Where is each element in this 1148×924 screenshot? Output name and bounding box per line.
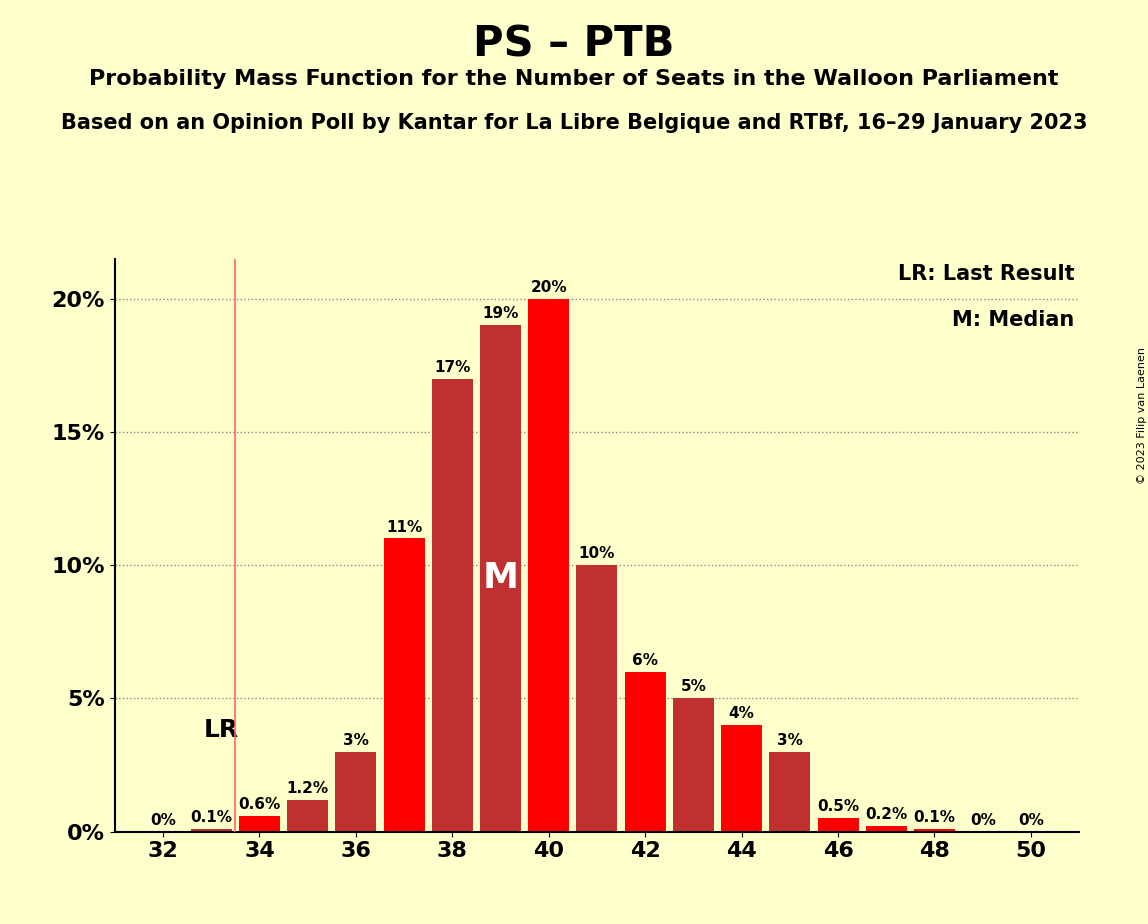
- Bar: [480, 325, 521, 832]
- Bar: [625, 672, 666, 832]
- Text: 0.1%: 0.1%: [191, 810, 232, 825]
- Bar: [673, 699, 714, 832]
- Bar: [721, 725, 762, 832]
- Text: LR: Last Result: LR: Last Result: [898, 264, 1075, 285]
- Text: M: M: [482, 562, 519, 595]
- Bar: [769, 751, 810, 832]
- Text: 6%: 6%: [633, 652, 658, 668]
- Text: 0%: 0%: [150, 812, 176, 828]
- Bar: [817, 819, 859, 832]
- Text: 0%: 0%: [1018, 812, 1044, 828]
- Bar: [191, 829, 232, 832]
- Text: 0.6%: 0.6%: [239, 796, 280, 811]
- Text: 17%: 17%: [434, 359, 471, 374]
- Bar: [528, 298, 569, 832]
- Text: 11%: 11%: [386, 519, 422, 534]
- Text: 5%: 5%: [681, 679, 706, 694]
- Text: 0.5%: 0.5%: [817, 799, 859, 814]
- Bar: [287, 799, 328, 832]
- Text: PS – PTB: PS – PTB: [473, 23, 675, 65]
- Bar: [335, 751, 377, 832]
- Bar: [239, 816, 280, 832]
- Text: M: Median: M: Median: [952, 310, 1075, 330]
- Bar: [914, 829, 955, 832]
- Text: © 2023 Filip van Laenen: © 2023 Filip van Laenen: [1138, 347, 1147, 484]
- Text: LR: LR: [203, 718, 239, 742]
- Text: 3%: 3%: [777, 733, 802, 748]
- Text: 0.2%: 0.2%: [866, 808, 907, 822]
- Text: 10%: 10%: [579, 546, 615, 561]
- Bar: [576, 565, 618, 832]
- Text: 0.1%: 0.1%: [914, 810, 955, 825]
- Text: 19%: 19%: [482, 307, 519, 322]
- Text: Probability Mass Function for the Number of Seats in the Walloon Parliament: Probability Mass Function for the Number…: [90, 69, 1058, 90]
- Bar: [383, 539, 425, 832]
- Bar: [432, 379, 473, 832]
- Text: 4%: 4%: [729, 706, 754, 721]
- Text: 1.2%: 1.2%: [287, 781, 328, 796]
- Text: 20%: 20%: [530, 280, 567, 295]
- Bar: [866, 826, 907, 832]
- Text: Based on an Opinion Poll by Kantar for La Libre Belgique and RTBf, 16–29 January: Based on an Opinion Poll by Kantar for L…: [61, 113, 1087, 133]
- Text: 0%: 0%: [970, 812, 995, 828]
- Text: 3%: 3%: [343, 733, 369, 748]
